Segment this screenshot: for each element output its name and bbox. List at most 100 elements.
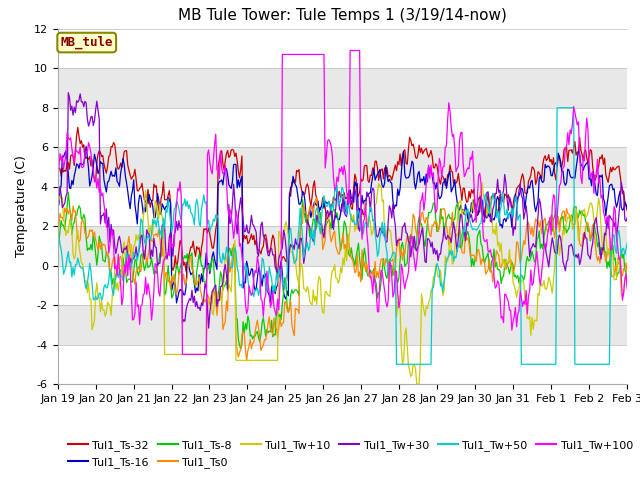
Tul1_Ts-16 (475, 211, 483, 216)
Line: Tul1_Tw+50: Tul1_Tw+50 (58, 108, 627, 364)
Tul1_Tw+10 (573, 220, 581, 226)
Tul1_Ts-8 (623, 279, 631, 285)
Bar (58, 226, 627, 265)
Tul1_Ts0 (54, 222, 61, 228)
Tul1_Tw+30 (205, 325, 212, 331)
Tul1_Ts-16 (375, 169, 383, 175)
Tul1_Ts-32 (232, 150, 240, 156)
Tul1_Tw+30 (65, 90, 72, 96)
Tul1_Tw+30 (296, 236, 304, 241)
Bar (58, 29, 627, 68)
Text: MB_tule: MB_tule (60, 36, 113, 49)
Tul1_Tw+50 (54, 233, 61, 239)
Tul1_Tw+50 (623, 240, 631, 246)
Tul1_Tw+100 (295, 51, 303, 57)
Tul1_Ts-8 (232, 316, 240, 322)
Tul1_Tw+100 (179, 351, 186, 357)
Tul1_Tw+100 (623, 286, 631, 292)
Line: Tul1_Ts-16: Tul1_Ts-16 (58, 146, 627, 303)
Tul1_Tw+10 (54, 194, 61, 200)
Tul1_Ts-8 (375, 290, 383, 296)
Tul1_Tw+50 (553, 105, 561, 110)
Tul1_Tw+100 (402, 278, 410, 284)
Tul1_Ts-32 (623, 208, 631, 214)
Tul1_Ts-8 (296, 230, 304, 236)
Tul1_Ts-8 (402, 262, 410, 267)
Tul1_Tw+10 (478, 180, 486, 186)
Tul1_Tw+50 (294, 237, 301, 243)
Tul1_Ts-8 (475, 230, 483, 236)
Tul1_Tw+30 (475, 195, 483, 201)
Tul1_Ts-32 (475, 208, 483, 214)
Tul1_Tw+10 (474, 201, 481, 206)
Tul1_Tw+50 (474, 227, 481, 232)
Title: MB Tule Tower: Tule Temps 1 (3/19/14-now): MB Tule Tower: Tule Temps 1 (3/19/14-now… (178, 9, 507, 24)
Bar (58, 187, 627, 226)
Tul1_Tw+30 (402, 230, 410, 236)
Tul1_Tw+30 (375, 231, 383, 237)
Tul1_Tw+50 (372, 240, 380, 245)
Tul1_Ts-16 (573, 157, 581, 163)
Tul1_Tw+10 (400, 357, 408, 363)
Tul1_Ts-16 (83, 144, 90, 149)
Tul1_Ts-32 (74, 124, 82, 130)
Tul1_Ts0 (243, 358, 250, 363)
Tul1_Tw+10 (413, 381, 420, 387)
Tul1_Ts-32 (375, 178, 383, 183)
Bar (58, 147, 627, 187)
Line: Tul1_Tw+30: Tul1_Tw+30 (58, 93, 627, 328)
Tul1_Tw+50 (393, 361, 401, 367)
Tul1_Tw+100 (475, 173, 483, 179)
Bar (58, 265, 627, 305)
Tul1_Ts0 (573, 211, 581, 216)
Line: Tul1_Ts-8: Tul1_Ts-8 (58, 192, 627, 349)
Tul1_Ts-8 (573, 216, 581, 221)
Line: Tul1_Ts-32: Tul1_Ts-32 (58, 127, 627, 280)
Tul1_Ts-16 (54, 188, 61, 193)
Tul1_Tw+100 (375, 309, 383, 315)
Tul1_Ts0 (402, 240, 410, 245)
Tul1_Ts-8 (237, 346, 244, 352)
Tul1_Tw+30 (573, 255, 581, 261)
Bar (58, 345, 627, 384)
Tul1_Tw+10 (372, 201, 380, 206)
Tul1_Tw+50 (231, 245, 239, 251)
Bar (58, 305, 627, 345)
Tul1_Ts0 (231, 246, 239, 252)
Tul1_Ts0 (375, 275, 383, 281)
Tul1_Tw+30 (623, 215, 631, 220)
Tul1_Tw+50 (573, 361, 581, 367)
Tul1_Ts0 (295, 311, 303, 316)
Tul1_Tw+100 (573, 122, 581, 128)
Tul1_Ts-16 (623, 206, 631, 212)
Tul1_Tw+30 (54, 201, 61, 207)
Tul1_Ts-16 (234, 185, 241, 191)
Bar (58, 68, 627, 108)
Line: Tul1_Tw+10: Tul1_Tw+10 (58, 183, 627, 384)
Tul1_Tw+10 (231, 237, 239, 243)
Tul1_Ts0 (313, 195, 321, 201)
Tul1_Ts-16 (296, 201, 304, 207)
Tul1_Ts-8 (65, 189, 72, 195)
Line: Tul1_Ts0: Tul1_Ts0 (58, 198, 627, 360)
Tul1_Tw+30 (234, 231, 241, 237)
Tul1_Tw+100 (54, 176, 61, 181)
Tul1_Ts-32 (573, 149, 581, 155)
Tul1_Ts0 (623, 273, 631, 278)
Tul1_Tw+10 (294, 277, 301, 283)
Tul1_Ts-32 (284, 277, 292, 283)
Tul1_Tw+100 (346, 48, 354, 53)
Tul1_Ts-32 (296, 180, 304, 186)
Tul1_Tw+50 (401, 361, 409, 367)
Legend: Tul1_Ts-32, Tul1_Ts-16, Tul1_Ts-8, Tul1_Ts0, Tul1_Tw+10, Tul1_Tw+30, Tul1_Tw+50,: Tul1_Ts-32, Tul1_Ts-16, Tul1_Ts-8, Tul1_… (63, 436, 637, 472)
Tul1_Ts-16 (173, 300, 180, 306)
Tul1_Ts-16 (402, 175, 410, 181)
Tul1_Ts-8 (54, 239, 61, 244)
Y-axis label: Temperature (C): Temperature (C) (15, 156, 28, 257)
Bar (58, 108, 627, 147)
Tul1_Ts-32 (402, 160, 410, 166)
Tul1_Tw+100 (232, 207, 240, 213)
Tul1_Ts0 (475, 247, 483, 252)
Line: Tul1_Tw+100: Tul1_Tw+100 (58, 50, 627, 354)
Tul1_Tw+10 (623, 283, 631, 289)
